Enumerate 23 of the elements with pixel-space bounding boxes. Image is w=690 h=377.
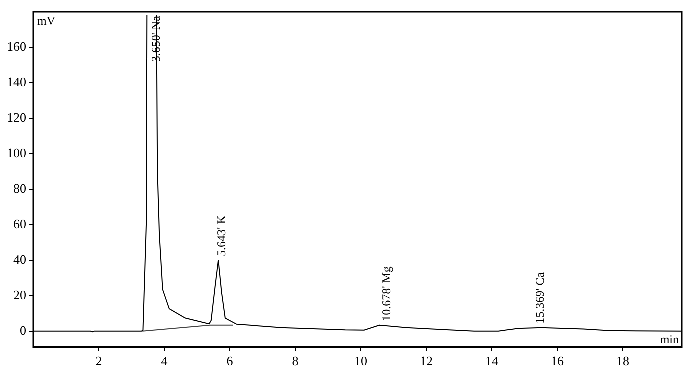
x-tick-label: 4 [161,354,168,369]
y-tick-label: 20 [14,287,26,302]
x-tick-label: 2 [96,354,102,369]
x-tick-label: 12 [420,354,434,369]
y-tick-label: 60 [14,216,26,232]
y-tick-label: 120 [7,110,26,125]
annotation: 15.369' Ca [533,272,548,324]
y-axis-title: mV [38,14,56,28]
y-tick-label: 100 [7,145,26,160]
x-tick-label: 8 [292,354,299,369]
y-tick-label: 140 [7,74,26,90]
y-tick-label: 80 [14,180,26,196]
x-tick-label: 14 [486,354,500,369]
x-tick-label: 16 [551,354,565,369]
annotation: 5.643' K [214,215,228,256]
x-axis-title: min [660,332,679,347]
x-tick-label: 10 [354,354,368,369]
y-tick-label: 40 [14,252,26,267]
x-tick-label: 18 [616,354,630,369]
y-tick-label: 0 [20,322,26,338]
x-tick-label: 6 [226,354,234,369]
y-tick-label: 160 [7,38,26,54]
annotation: 10.678' Mg [379,266,394,322]
